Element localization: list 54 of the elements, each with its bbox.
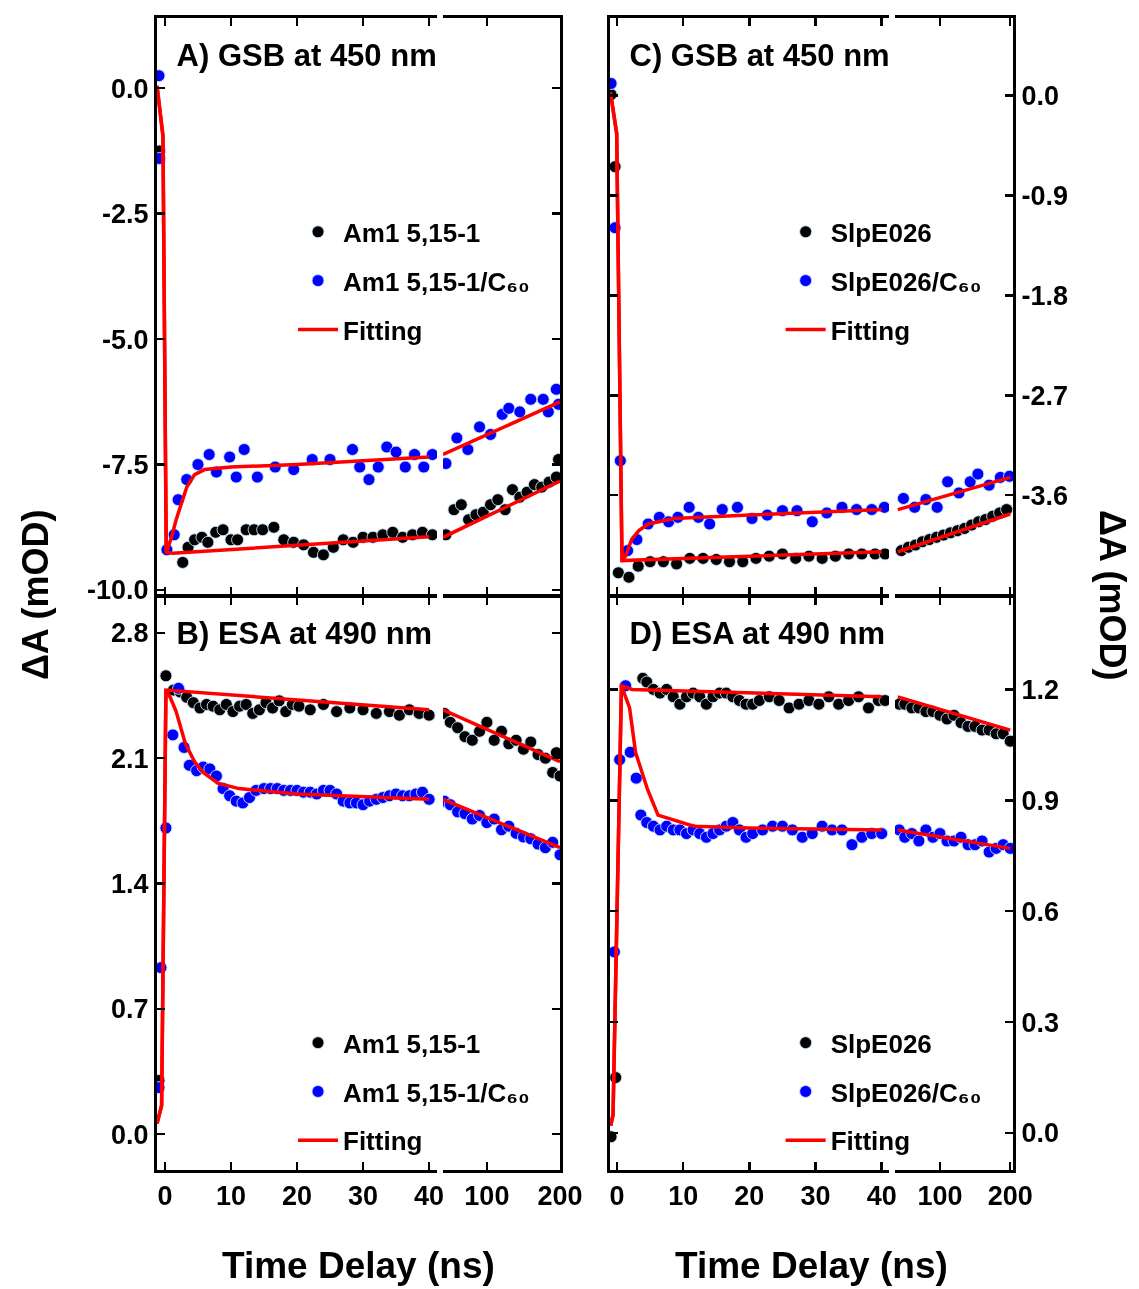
y-tick-label: 0.9 — [1021, 785, 1059, 816]
text: B) ESA at 490 nm — [176, 616, 433, 652]
y-tick-label: 0.0 — [1021, 81, 1059, 112]
legend-label: Fitting — [830, 1126, 911, 1157]
y-tick-label: 0.3 — [1021, 1007, 1059, 1038]
text: D) ESA at 490 nm — [629, 616, 886, 652]
legend-label: SlpE026 — [830, 1028, 932, 1059]
y-tick-label: -3.6 — [1021, 480, 1068, 511]
x-tick-label: 200 — [537, 1181, 583, 1212]
y-tick-label: 0.0 — [1021, 1118, 1059, 1149]
x-tick-label: 20 — [281, 1181, 313, 1212]
legend-label: Am1 5,15-1 — [343, 1028, 481, 1059]
y-tick-label: 2.1 — [111, 743, 149, 774]
y-tick-label: -10.0 — [87, 575, 149, 606]
x-tick-label: 0 — [157, 1181, 173, 1212]
y-tick-label: -2.7 — [1021, 380, 1068, 411]
y-axis-title: ΔA (mOD) — [1092, 510, 1133, 681]
y-tick-label: 0.7 — [111, 994, 149, 1025]
y-tick-label: 1.2 — [1021, 674, 1059, 705]
x-axis-title: Time Delay (ns) — [675, 1245, 948, 1286]
y-tick-label: -0.9 — [1021, 180, 1068, 211]
x-tick-label: 10 — [215, 1181, 246, 1212]
text: A) GSB at 450 nm — [176, 37, 437, 73]
y-tick-label: 0.0 — [111, 1119, 149, 1150]
legend-label: Am1 5,15-1/C₆₀ — [343, 1077, 530, 1108]
y-tick-label: -1.8 — [1021, 280, 1068, 311]
y-tick-label: 0.6 — [1021, 896, 1059, 927]
y-tick-label: 2.8 — [111, 618, 149, 649]
y-tick-label: -2.5 — [102, 199, 149, 230]
x-tick-label: 200 — [987, 1181, 1033, 1212]
legend-label: Am1 5,15-1 — [343, 217, 481, 248]
y-tick-label: 1.4 — [111, 868, 149, 899]
x-tick-label: 40 — [866, 1181, 897, 1212]
x-tick-label: 40 — [414, 1181, 445, 1212]
x-tick-label: 20 — [734, 1181, 765, 1212]
legend-label: Fitting — [830, 315, 911, 346]
x-tick-label: 100 — [917, 1181, 963, 1212]
legend-label: Fitting — [343, 1126, 423, 1157]
y-tick-label: -7.5 — [102, 450, 149, 480]
x-tick-label: 100 — [464, 1181, 510, 1212]
legend-label: SlpE026/C₆₀ — [830, 1077, 982, 1108]
x-tick-label: 30 — [800, 1181, 831, 1212]
legend-label: Fitting — [343, 315, 423, 346]
text: C) GSB at 450 nm — [629, 37, 890, 73]
y-tick-label: -5.0 — [102, 324, 149, 355]
y-tick-label: 0.0 — [111, 73, 149, 104]
legend-label: SlpE026 — [830, 217, 932, 248]
legend-label: Am1 5,15-1/C₆₀ — [343, 266, 530, 297]
y-axis-title: ΔA (mOD) — [15, 509, 56, 680]
x-tick-label: 10 — [668, 1181, 699, 1212]
x-axis-title: Time Delay (ns) — [222, 1245, 495, 1286]
legend-label: SlpE026/C₆₀ — [830, 266, 982, 297]
x-tick-label: 0 — [609, 1181, 625, 1212]
x-tick-label: 30 — [348, 1181, 379, 1212]
